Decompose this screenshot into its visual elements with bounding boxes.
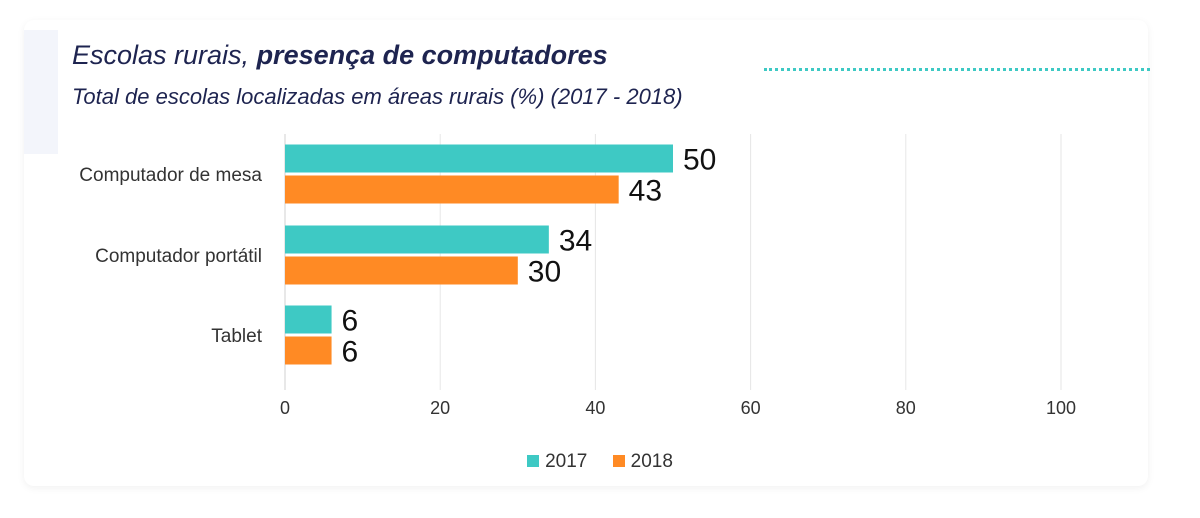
bar-tablet-2018	[285, 336, 332, 365]
x-tick-label-80: 80	[896, 398, 916, 418]
chart-subtitle: Total de escolas localizadas em áreas ru…	[72, 84, 683, 109]
x-tick-label-0: 0	[280, 398, 290, 418]
legend-item-2017: 2017	[527, 451, 587, 473]
x-tick-label-20: 20	[430, 398, 450, 418]
bar-computador-de-mesa-2018	[285, 175, 619, 204]
bar-computador-port-til-2018	[285, 256, 518, 285]
accent-block	[24, 30, 58, 154]
category-label-computador-de-mesa: Computador de mesa	[79, 165, 262, 186]
bar-computador-port-til-2017	[285, 225, 549, 254]
chart-legend: 2017 2018	[0, 451, 1200, 473]
chart-title: Escolas rurais, presença de computadores	[72, 40, 608, 71]
bar-tablet-2017	[285, 305, 332, 334]
data-label-tablet-2018: 6	[342, 336, 359, 369]
data-label-computador-port-til-2017: 34	[559, 225, 592, 258]
x-tick-label-100: 100	[1046, 398, 1076, 418]
chart-card	[24, 20, 1148, 486]
chart-title-regular: Escolas rurais,	[72, 40, 257, 70]
legend-swatch-2018	[612, 455, 625, 467]
x-tick-label-40: 40	[585, 398, 605, 418]
x-tick-label-60: 60	[741, 398, 761, 418]
category-label-tablet: Tablet	[211, 326, 262, 347]
data-label-computador-de-mesa-2018: 43	[629, 175, 662, 208]
data-label-computador-de-mesa-2017: 50	[683, 144, 716, 177]
data-label-computador-port-til-2018: 30	[528, 256, 561, 289]
legend-label-2017: 2017	[545, 451, 588, 472]
legend-swatch-2017	[527, 455, 540, 467]
dotted-divider	[764, 68, 1150, 71]
category-label-computador-port-til: Computador portátil	[95, 246, 262, 267]
chart-title-bold: presença de computadores	[256, 40, 608, 70]
legend-item-2018: 2018	[612, 451, 673, 473]
legend-label-2018: 2018	[630, 451, 673, 472]
bar-computador-de-mesa-2017	[285, 144, 673, 173]
data-label-tablet-2017: 6	[342, 305, 359, 338]
